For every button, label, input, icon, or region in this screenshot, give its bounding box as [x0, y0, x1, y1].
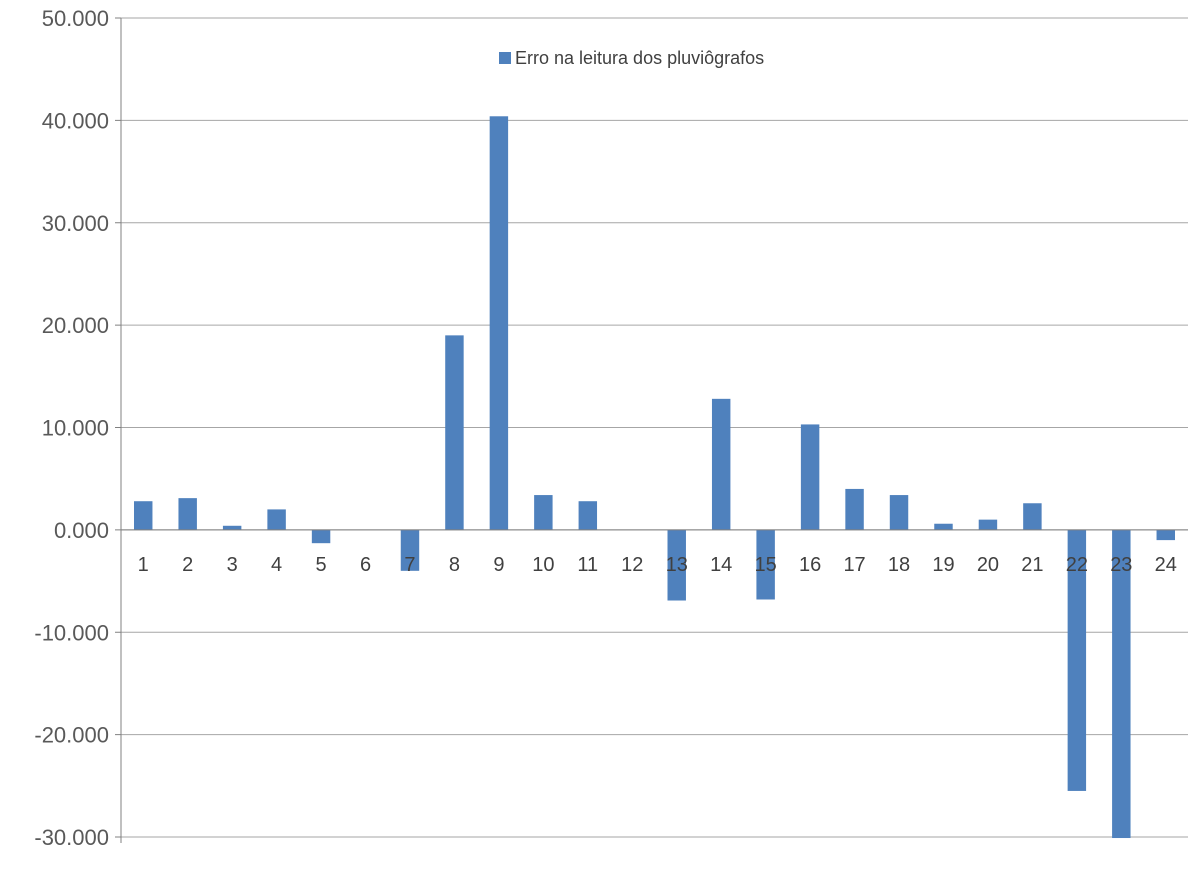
x-category-label: 9 — [493, 554, 504, 576]
x-category-label: 16 — [799, 554, 821, 576]
y-tick-label: 10.000 — [42, 416, 109, 441]
y-tick-label: -10.000 — [34, 620, 109, 645]
x-category-label: 19 — [932, 554, 954, 576]
bar — [934, 523, 953, 530]
x-category-label: 3 — [227, 554, 238, 576]
bar — [1112, 529, 1131, 839]
bar — [489, 116, 509, 530]
bar — [1067, 529, 1087, 791]
y-tick-label: -30.000 — [34, 825, 109, 850]
legend: Erro na leitura dos pluviôgrafos — [499, 48, 764, 68]
y-tick-label: 50.000 — [42, 6, 109, 31]
x-category-label: 11 — [577, 554, 598, 576]
x-category-label: 7 — [404, 554, 415, 576]
legend-swatch — [499, 52, 511, 64]
legend-label: Erro na leitura dos pluviôgrafos — [515, 48, 764, 68]
x-category-labels: 1 2 3 4 5 6 7 8 9 10 11 12 13 14 15 16 17 18 19 20 21 22 23 24 — [138, 554, 1177, 576]
x-category-label: 6 — [360, 554, 371, 576]
bar — [1023, 503, 1042, 530]
bar — [756, 529, 775, 600]
y-tick-labels: 50.000 40.000 30.000 20.000 10.000 0.000 -10.0… — [34, 6, 109, 850]
x-category-label: 1 — [138, 554, 149, 576]
x-category-label: 18 — [888, 554, 910, 576]
x-category-label: 13 — [666, 554, 688, 576]
y-tick-label: 20.000 — [42, 313, 109, 338]
x-category-label: 21 — [1021, 554, 1043, 576]
x-category-label: 24 — [1155, 554, 1177, 576]
bar — [711, 398, 731, 530]
bar — [400, 529, 420, 571]
x-category-label: 17 — [843, 554, 865, 576]
y-tick-label: -20.000 — [34, 723, 109, 748]
y-tick-label: 40.000 — [42, 108, 109, 133]
bar — [667, 529, 686, 601]
x-category-label: 5 — [316, 554, 327, 576]
gridlines — [121, 17, 1188, 838]
y-tick-label: 0.000 — [54, 518, 109, 543]
bar — [845, 488, 864, 530]
bar — [267, 509, 286, 530]
bar — [889, 495, 909, 530]
bar — [1156, 529, 1175, 541]
x-category-label: 20 — [977, 554, 999, 576]
bar — [800, 424, 820, 530]
bar — [445, 335, 464, 530]
bar — [578, 501, 598, 530]
bar — [134, 501, 153, 530]
x-category-label: 23 — [1110, 554, 1132, 576]
bar — [534, 495, 553, 530]
y-tick-label: 30.000 — [42, 211, 109, 236]
x-category-label: 22 — [1066, 554, 1088, 576]
bar — [311, 529, 331, 544]
bar — [222, 525, 242, 530]
x-category-label: 14 — [710, 554, 732, 576]
bar — [178, 498, 197, 530]
bars — [134, 116, 1175, 839]
bar — [978, 519, 998, 530]
axes — [115, 17, 1188, 843]
x-category-label: 8 — [449, 554, 460, 576]
x-category-label: 12 — [621, 554, 643, 576]
x-category-label: 4 — [271, 554, 282, 576]
x-category-label: 10 — [532, 554, 554, 576]
x-category-label: 2 — [182, 554, 193, 576]
x-category-label: 15 — [755, 554, 777, 576]
